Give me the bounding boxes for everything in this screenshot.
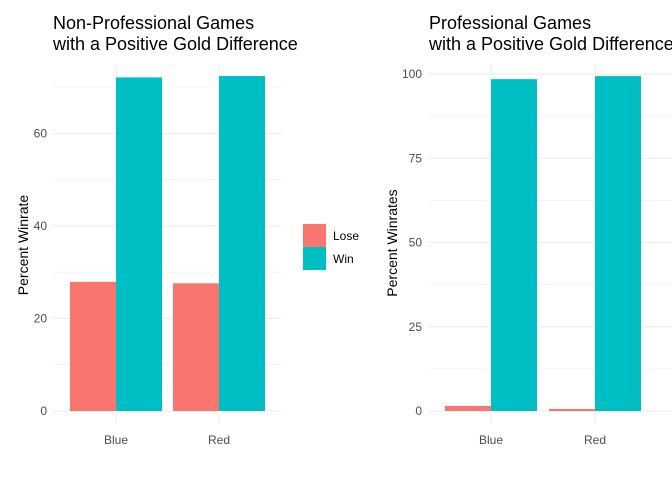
pro-x-tick-label: Red xyxy=(584,433,606,447)
nonpro-y-tick-label: 20 xyxy=(34,311,48,325)
pro-x-tick-label: Blue xyxy=(479,433,503,447)
nonpro-y-tick-label: 60 xyxy=(34,126,48,140)
nonpro-bar-blue-win xyxy=(116,77,162,412)
pro-bar-blue-lose xyxy=(445,405,491,411)
pro-y-tick-label: 25 xyxy=(409,320,423,334)
legend-swatch-lose xyxy=(303,224,326,247)
pro-x-ticks: Blue Red xyxy=(479,433,606,447)
pro-bar-red-lose xyxy=(549,408,595,411)
nonpro-bars xyxy=(70,76,265,412)
nonpro-y-tick-label: 0 xyxy=(40,404,47,418)
pro-bars xyxy=(445,76,641,412)
pro-bar-red-win xyxy=(595,76,641,411)
pro-y-ticks: 0 25 50 75 100 xyxy=(402,67,422,418)
nonpro-y-ticks: 0 20 40 60 xyxy=(34,126,48,418)
nonpro-bar-red-win xyxy=(219,76,265,412)
nonpro-y-tick-label: 40 xyxy=(34,219,48,233)
nonpro-x-tick-label: Red xyxy=(208,433,230,447)
nonpro-title-line-1: Non-Professional Games xyxy=(53,13,254,33)
pro-title-line-1: Professional Games xyxy=(429,13,591,33)
legend: Lose Win xyxy=(303,224,359,270)
nonpro-chart-panel: Non-Professional Games with a Positive G… xyxy=(15,13,298,447)
nonpro-y-axis-label: Percent Winrate xyxy=(15,195,31,296)
pro-chart-panel: Professional Games with a Positive Gold … xyxy=(384,13,672,447)
pro-title-line-2: with a Positive Gold Difference xyxy=(428,34,672,54)
legend-label-lose: Lose xyxy=(333,229,359,243)
pro-bar-blue-win xyxy=(491,79,537,412)
nonpro-x-ticks: Blue Red xyxy=(104,433,230,447)
pro-y-tick-label: 75 xyxy=(409,151,423,165)
nonpro-title-line-2: with a Positive Gold Difference xyxy=(52,34,298,54)
pro-y-tick-label: 100 xyxy=(402,67,422,81)
nonpro-x-tick-label: Blue xyxy=(104,433,128,447)
nonpro-bar-red-lose xyxy=(173,283,219,411)
nonpro-bar-blue-lose xyxy=(70,281,116,411)
legend-swatch-win xyxy=(303,247,326,270)
pro-y-tick-label: 0 xyxy=(415,404,422,418)
pro-y-tick-label: 50 xyxy=(409,236,423,250)
pro-y-axis-label: Percent Winrates xyxy=(384,189,400,296)
legend-label-win: Win xyxy=(333,252,354,266)
